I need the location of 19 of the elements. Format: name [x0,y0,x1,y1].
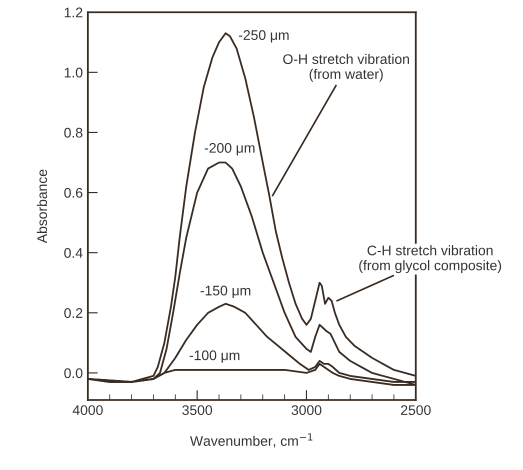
y-tick-label: 0.2 [64,308,82,318]
x-tick-label: 4000 [72,405,103,416]
y-tick-label: 0.4 [64,248,83,258]
x-tick-label: 3000 [292,405,322,416]
y-tick-label: 1.2 [64,8,82,18]
annotation: O-H stretch vibration (from water) [283,54,409,82]
x-tick-label: 2500 [401,405,431,416]
annotation: -100 μm [190,350,240,363]
y-tick-label: 0.8 [64,128,82,138]
annotation: -150 μm [200,286,250,298]
y-axis-title: Absorbance [36,170,48,244]
y-tick-label: 1.0 [64,68,82,78]
y-tick-label: 0.0 [64,368,82,378]
annotation: -200 μm [204,142,254,156]
x-tick-label: 3500 [182,405,212,416]
annotation: C-H stretch vibration (from glycol composite) [359,245,502,274]
x-axis-title: Wavenumber, cm$^{−1}$ [190,433,312,448]
y-tick-label: 0.6 [64,188,82,198]
annotation: -250 μm [238,30,289,43]
